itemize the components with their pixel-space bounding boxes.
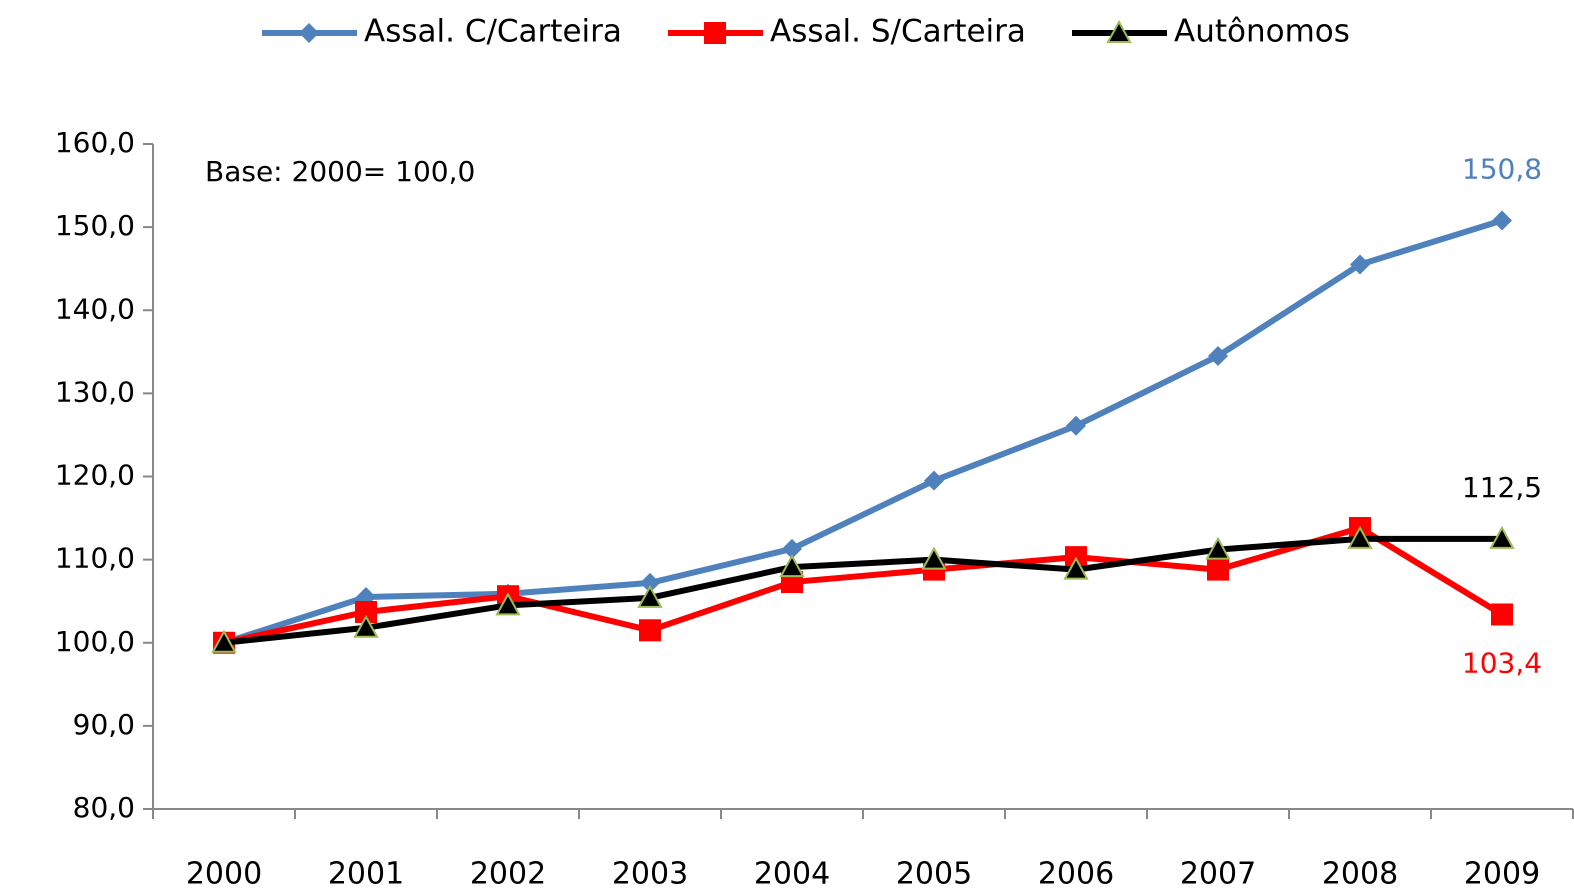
y-tick-label: 80,0 bbox=[73, 791, 135, 824]
legend-label: Assal. S/Carteira bbox=[770, 14, 1026, 50]
x-tick-label: 2002 bbox=[470, 857, 546, 892]
data-label: 150,8 bbox=[1462, 152, 1542, 185]
data-label: 103,4 bbox=[1462, 646, 1542, 679]
point bbox=[1207, 558, 1229, 581]
legend-marker bbox=[1106, 19, 1132, 43]
annotation: Base: 2000= 100,0 bbox=[205, 155, 475, 188]
y-tick-label: 90,0 bbox=[73, 708, 135, 741]
point bbox=[1350, 254, 1370, 275]
x-tick-label: 2000 bbox=[186, 857, 262, 892]
point bbox=[639, 619, 661, 642]
legend-marker bbox=[299, 23, 319, 43]
legend-label: Assal. C/Carteira bbox=[364, 14, 622, 50]
x-tick-label: 2007 bbox=[1180, 857, 1256, 892]
point bbox=[1063, 556, 1089, 580]
x-tick-label: 2006 bbox=[1038, 857, 1114, 892]
legend-label: Autônomos bbox=[1174, 14, 1350, 50]
y-tick-label: 140,0 bbox=[55, 292, 135, 325]
point bbox=[1492, 210, 1512, 231]
series-line bbox=[223, 525, 1504, 646]
x-tick-label: 2003 bbox=[612, 857, 688, 892]
y-tick-label: 150,0 bbox=[55, 209, 135, 242]
point bbox=[1489, 525, 1515, 549]
point bbox=[637, 584, 663, 608]
data-label: 112,5 bbox=[1462, 471, 1542, 504]
point bbox=[353, 614, 379, 638]
series-line bbox=[223, 217, 1503, 646]
point bbox=[211, 629, 237, 653]
point bbox=[1491, 603, 1513, 626]
x-tick-label: 2009 bbox=[1464, 857, 1540, 892]
x-tick-label: 2008 bbox=[1322, 857, 1398, 892]
series-line bbox=[223, 535, 1502, 646]
y-tick-label: 130,0 bbox=[55, 375, 135, 408]
y-tick-label: 110,0 bbox=[55, 542, 135, 575]
point bbox=[355, 600, 377, 623]
point bbox=[1066, 415, 1086, 436]
point bbox=[495, 592, 521, 616]
y-tick-label: 100,0 bbox=[55, 625, 135, 658]
point bbox=[1208, 345, 1228, 366]
x-tick-label: 2001 bbox=[328, 857, 404, 892]
point bbox=[924, 470, 944, 491]
point bbox=[921, 546, 947, 570]
point bbox=[1205, 536, 1231, 560]
y-tick-label: 160,0 bbox=[55, 126, 135, 159]
point bbox=[640, 572, 660, 593]
y-tick-label: 120,0 bbox=[55, 459, 135, 492]
point bbox=[1347, 525, 1373, 549]
legend-marker bbox=[704, 22, 726, 44]
x-tick-label: 2004 bbox=[754, 857, 830, 892]
point bbox=[782, 538, 802, 559]
x-tick-label: 2005 bbox=[896, 857, 972, 892]
point bbox=[779, 554, 805, 578]
